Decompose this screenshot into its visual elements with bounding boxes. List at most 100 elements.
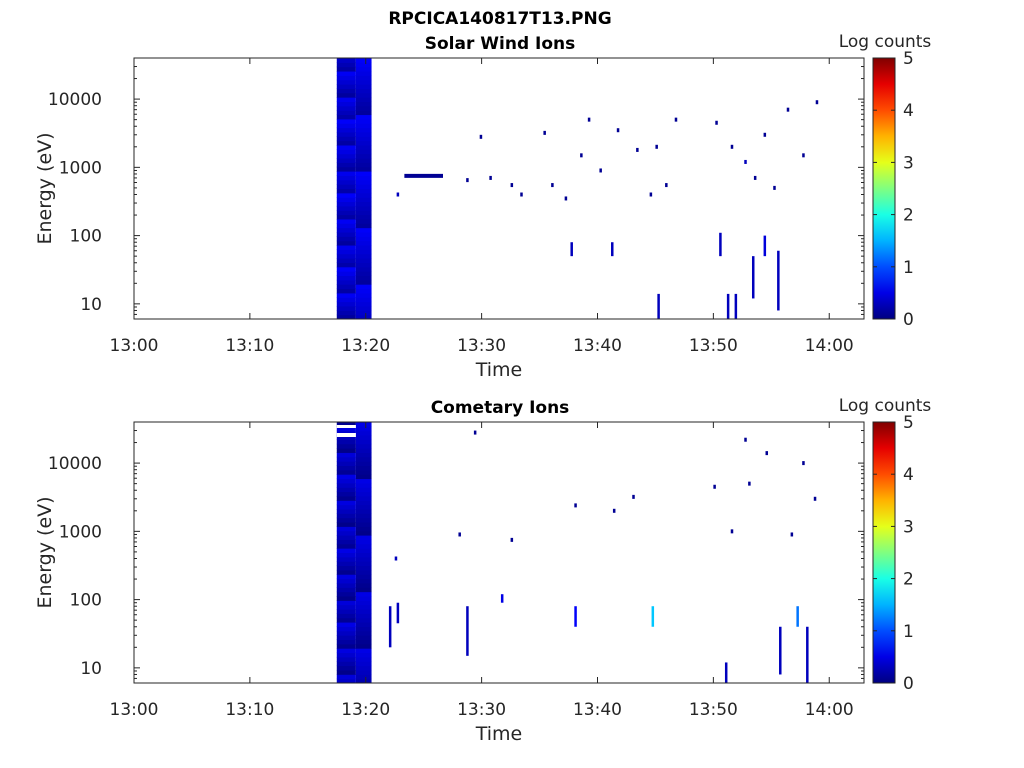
panel-solar-wind-ions: 13:00 13:10 13:20 13:30 13:40 13:50 14:0010100… <box>34 32 931 381</box>
block-cell <box>336 58 356 63</box>
block-cell <box>336 509 356 514</box>
block-cell <box>336 500 356 506</box>
colorbar-tick-label: 1 <box>903 258 914 278</box>
block-cell <box>336 495 356 501</box>
block-cell <box>336 578 356 584</box>
block-cell <box>336 639 356 645</box>
block-cell <box>355 214 372 220</box>
block-cell <box>355 548 372 553</box>
block-cell <box>336 604 356 610</box>
block-cell <box>336 569 356 575</box>
block-cell <box>355 578 372 584</box>
block-cell <box>336 205 356 211</box>
block-cell <box>355 105 372 111</box>
block-cell <box>336 648 356 654</box>
block-cell <box>336 426 356 432</box>
figure-title: RPCICA140817T13.PNG <box>388 9 611 29</box>
block-cell <box>355 266 372 272</box>
data-cell <box>612 508 616 513</box>
block-cell <box>336 535 356 540</box>
block-cell <box>336 626 356 632</box>
data-cell <box>587 117 591 122</box>
block-cell <box>336 596 356 601</box>
block-cell <box>355 62 372 68</box>
block-cell <box>355 297 372 303</box>
block-cell <box>336 678 356 683</box>
data-streak <box>500 594 504 603</box>
data-streak <box>806 626 809 683</box>
block-cell <box>355 192 372 198</box>
block-cell <box>355 556 372 562</box>
block-cell <box>355 210 372 216</box>
block-cell <box>336 258 356 263</box>
block-cell <box>336 543 356 549</box>
panel-cometary-ions: 13:00 13:10 13:20 13:30 13:40 13:50 14:0010100… <box>34 396 931 745</box>
data-cell <box>763 132 767 137</box>
data-cell <box>765 451 769 456</box>
block-cell <box>336 661 356 667</box>
block-cell <box>355 643 372 649</box>
block-cell <box>355 71 372 76</box>
colorbar-tick-label: 2 <box>903 206 914 226</box>
block-cell <box>336 279 356 285</box>
block-cell <box>355 522 372 527</box>
block-cell <box>336 292 356 298</box>
data-cell <box>802 461 805 466</box>
block-cell <box>336 582 356 588</box>
block-cell <box>355 426 372 432</box>
block-cell <box>336 140 356 146</box>
spectrogram-data <box>336 58 819 319</box>
block-cell <box>355 58 372 63</box>
block-cell <box>355 495 372 501</box>
colorbar-tick-label: 1 <box>903 622 914 642</box>
block-cell <box>355 292 372 298</box>
block-cell <box>355 617 372 623</box>
data-cell <box>543 130 546 135</box>
data-cell <box>713 484 716 489</box>
data-streak <box>777 250 780 311</box>
block-cell <box>336 609 356 614</box>
block-cell <box>336 79 356 85</box>
data-cell <box>473 430 477 435</box>
data-streak <box>574 606 577 627</box>
block-cell <box>355 574 372 580</box>
block-cell <box>355 197 372 203</box>
block-cell <box>355 604 372 610</box>
data-cell <box>458 532 461 537</box>
colorbar <box>872 57 896 320</box>
block-cell <box>355 271 372 276</box>
block-cell <box>355 452 372 458</box>
block-cell <box>355 123 372 129</box>
block-cell <box>355 487 372 493</box>
block-cell <box>355 582 372 588</box>
block-cell <box>355 201 372 207</box>
block-cell <box>355 609 372 614</box>
block-cell <box>355 461 372 466</box>
data-streak <box>724 662 728 683</box>
block-cell <box>355 245 372 250</box>
data-cell <box>616 128 620 133</box>
block-cell <box>336 443 356 449</box>
block-cell <box>355 162 372 168</box>
block-cell <box>336 218 356 224</box>
block-cell <box>355 310 372 316</box>
block-cell <box>336 565 356 571</box>
block-cell <box>355 591 372 597</box>
block-cell <box>355 179 372 185</box>
block-cell <box>336 245 356 250</box>
block-cell <box>355 587 372 593</box>
block-cell <box>355 439 372 445</box>
block-cell <box>355 422 372 427</box>
block-cell <box>336 556 356 562</box>
x-tick-label: 13:20 <box>341 336 390 356</box>
block-cell <box>336 284 356 290</box>
block-cell <box>355 279 372 285</box>
x-tick-label: 13:20 <box>341 700 390 720</box>
block-cell <box>355 596 372 601</box>
block-cell <box>355 678 372 683</box>
block-cell <box>336 422 356 427</box>
data-streak <box>611 242 614 257</box>
x-tick-label: 13:00 <box>110 700 159 720</box>
block-cell <box>355 110 372 116</box>
block-cell <box>336 145 356 150</box>
